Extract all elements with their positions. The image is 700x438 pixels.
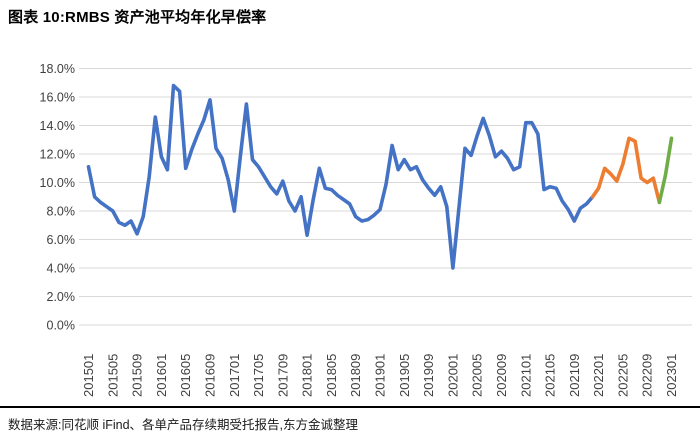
x-axis-label: 202105 bbox=[543, 354, 558, 397]
x-axis-label: 201805 bbox=[324, 354, 339, 397]
data-source: 数据来源:同花顺 iFind、各单产品存续期受托报告,东方金诚整理 bbox=[8, 418, 359, 432]
y-axis-label: 12.0% bbox=[40, 147, 75, 161]
y-axis-label: 16.0% bbox=[40, 90, 75, 104]
x-axis-label: 201709 bbox=[275, 354, 290, 397]
y-axis-label: 14.0% bbox=[40, 119, 75, 133]
x-axis-label: 201609 bbox=[202, 354, 217, 397]
source-divider: 数据来源:同花顺 iFind、各单产品存续期受托报告,东方金诚整理 bbox=[0, 406, 700, 433]
x-axis-label: 202009 bbox=[494, 354, 509, 397]
x-axis-label: 202205 bbox=[615, 354, 630, 397]
x-axis-label: 201501 bbox=[81, 354, 96, 397]
series-recent-orange bbox=[590, 136, 662, 205]
x-axis-label: 201701 bbox=[227, 354, 242, 397]
y-axis-label: 2.0% bbox=[47, 290, 76, 304]
x-axis-label: 202301 bbox=[664, 354, 679, 397]
x-axis-label: 202005 bbox=[470, 354, 485, 397]
y-axis-label: 8.0% bbox=[47, 204, 76, 218]
x-axis-label: 202201 bbox=[591, 354, 606, 397]
x-axis-label: 201801 bbox=[300, 354, 315, 397]
x-axis-label: 201905 bbox=[397, 354, 412, 397]
y-axis-label: 0.0% bbox=[47, 318, 76, 332]
y-axis-label: 4.0% bbox=[47, 261, 76, 275]
x-axis-label: 202101 bbox=[518, 354, 533, 397]
series-latest-green bbox=[657, 136, 674, 205]
y-axis-label: 18.0% bbox=[40, 62, 75, 76]
x-axis-label: 201705 bbox=[251, 354, 266, 397]
x-axis-label: 201909 bbox=[421, 354, 436, 397]
x-axis-label: 202209 bbox=[640, 354, 655, 397]
page-title: 图表 10:RMBS 资产池平均年化早偿率 bbox=[8, 9, 267, 26]
x-axis-label: 201605 bbox=[178, 354, 193, 397]
x-axis-label: 201509 bbox=[130, 354, 145, 397]
x-axis-label: 201809 bbox=[348, 354, 363, 397]
y-axis-label: 10.0% bbox=[40, 176, 75, 190]
y-axis-label: 6.0% bbox=[47, 233, 76, 247]
x-axis-label: 202109 bbox=[567, 354, 582, 397]
x-axis-label: 201901 bbox=[373, 354, 388, 397]
x-axis-label: 201601 bbox=[154, 354, 169, 397]
x-axis-label: 201505 bbox=[105, 354, 120, 397]
x-axis-label: 202001 bbox=[445, 354, 460, 397]
series-history-blue bbox=[86, 83, 595, 270]
